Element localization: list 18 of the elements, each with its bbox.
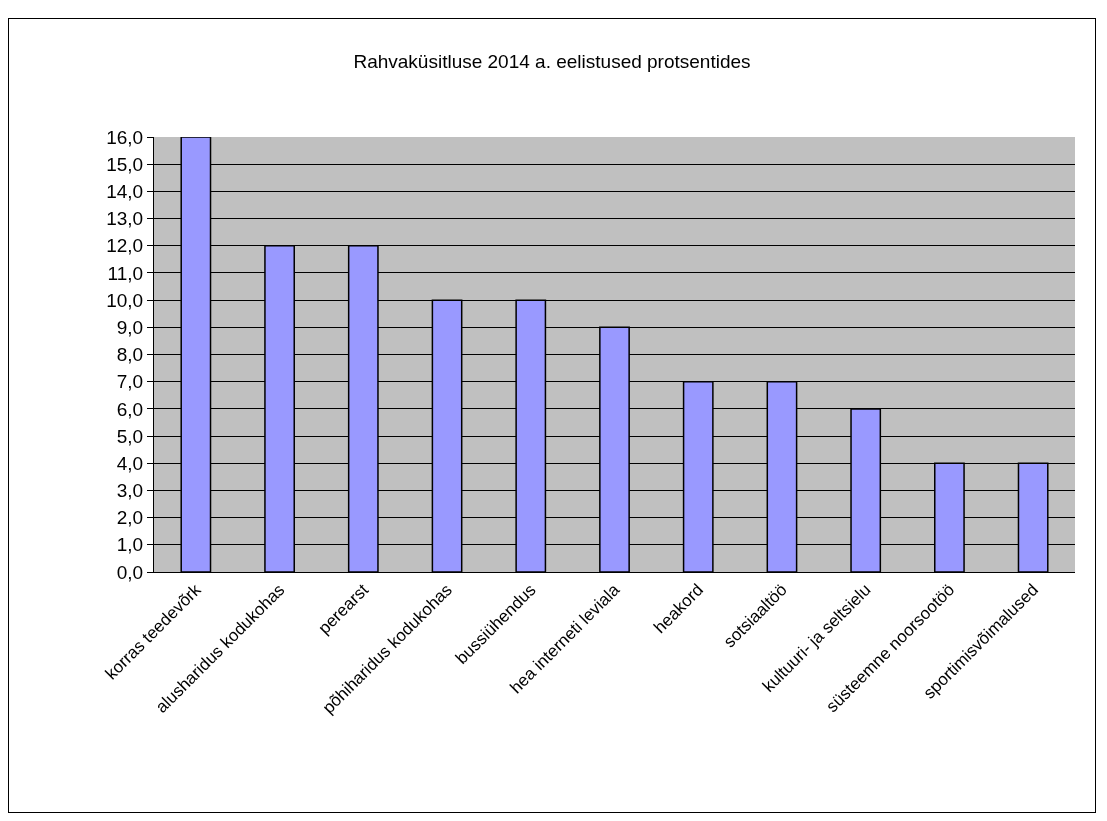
y-tick-label: 3,0 — [116, 480, 144, 502]
y-tick-label: 14,0 — [106, 181, 144, 203]
y-tick-label: 5,0 — [116, 425, 144, 447]
y-tick-label: 12,0 — [106, 235, 144, 257]
y-tick-label: 10,0 — [106, 289, 144, 311]
y-tick-label: 1,0 — [116, 534, 144, 556]
y-tick-label: 0,0 — [116, 561, 144, 583]
y-tick-label: 4,0 — [116, 452, 144, 474]
y-tick-label: 6,0 — [116, 398, 144, 420]
y-tick-label: 2,0 — [116, 507, 144, 529]
y-tick-label: 13,0 — [106, 208, 144, 230]
y-tick-label: 7,0 — [116, 371, 144, 393]
y-tick-label: 8,0 — [116, 344, 144, 366]
y-tick-label: 9,0 — [116, 316, 144, 338]
y-tick-label: 15,0 — [106, 153, 144, 175]
y-tick-label: 11,0 — [107, 262, 144, 284]
y-tick-label: 16,0 — [106, 126, 144, 148]
chart-title: Rahvaküsitluse 2014 a. eelistused protsentides — [353, 50, 751, 72]
